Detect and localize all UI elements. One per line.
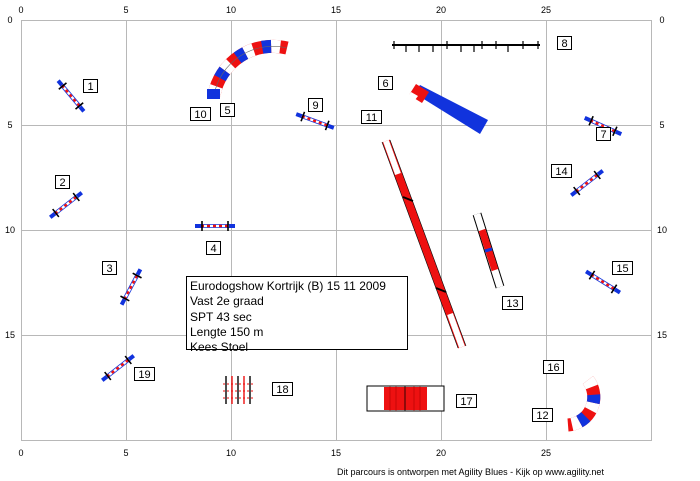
tunnel-5-10 [207, 39, 289, 99]
label-17: 17 [456, 394, 477, 408]
judge-name: Kees Stoel [190, 340, 249, 355]
svg-text:13: 13 [506, 298, 518, 310]
hurdle-9 [292, 107, 338, 135]
svg-text:8: 8 [561, 38, 567, 50]
y-tick-left: 0 [7, 15, 12, 25]
y-tick-left: 10 [5, 225, 15, 235]
svg-text:14: 14 [555, 166, 567, 178]
label-13: 13 [502, 296, 523, 310]
svg-text:19: 19 [138, 369, 150, 381]
svg-text:5: 5 [224, 105, 230, 117]
hurdle-3 [117, 267, 145, 307]
x-tick-top: 25 [541, 5, 551, 15]
label-14: 14 [551, 164, 572, 178]
svg-text:7: 7 [600, 129, 606, 141]
hurdle-4 [193, 219, 237, 233]
dog-walk-11 [381, 139, 467, 349]
label-12: 12 [532, 408, 553, 422]
y-tick-right: 5 [659, 120, 664, 130]
x-tick-top: 20 [436, 5, 446, 15]
event-title: Eurodogshow Kortrijk (B) 15 11 2009 [190, 279, 386, 293]
label-18: 18 [272, 382, 293, 396]
x-tick-bottom: 5 [123, 448, 128, 458]
weave-poles-18 [223, 376, 253, 404]
svg-text:15: 15 [616, 263, 628, 275]
label-8: 8 [557, 36, 572, 50]
label-2: 2 [55, 175, 70, 189]
course-length: Lengte 150 m [190, 324, 264, 339]
x-tick-bottom: 25 [541, 448, 551, 458]
label-1: 1 [83, 79, 98, 93]
label-4: 4 [206, 241, 221, 255]
svg-text:3: 3 [106, 263, 112, 275]
y-tick-right: 0 [659, 15, 664, 25]
svg-text:17: 17 [460, 396, 472, 408]
footer-credit: Dit parcours is ontworpen met Agility Bl… [337, 467, 604, 477]
seesaw-13 [472, 212, 505, 289]
x-tick-top: 15 [331, 5, 341, 15]
svg-text:4: 4 [210, 243, 216, 255]
label-15: 15 [612, 261, 633, 275]
hurdle-19 [97, 349, 139, 387]
label-10: 10 [190, 107, 211, 121]
tunnel-12-16 [567, 376, 601, 432]
x-tick-bottom: 20 [436, 448, 446, 458]
y-tick-left: 15 [5, 330, 15, 340]
x-tick-bottom: 0 [18, 448, 23, 458]
x-tick-top: 5 [123, 5, 128, 15]
x-tick-bottom: 15 [331, 448, 341, 458]
y-tick-right: 10 [657, 225, 667, 235]
tire-tunnel-6 [408, 84, 488, 134]
label-11: 11 [361, 110, 382, 124]
x-tick-top: 10 [226, 5, 236, 15]
obstacle-labels: 1 2 3 4 5 6 7 8 9 10 11 12 13 14 15 16 1… [55, 36, 633, 422]
label-5: 5 [220, 103, 235, 117]
x-tick-bottom: 10 [226, 448, 236, 458]
hurdle-2 [45, 186, 87, 224]
label-7: 7 [596, 127, 611, 141]
svg-text:11: 11 [366, 112, 377, 124]
hurdle-1 [52, 75, 90, 117]
long-jump-8 [392, 41, 540, 52]
svg-text:1: 1 [87, 81, 93, 93]
label-19: 19 [134, 367, 155, 381]
svg-text:2: 2 [59, 177, 65, 189]
svg-text:12: 12 [536, 410, 548, 422]
x-tick-top: 0 [18, 5, 23, 15]
a-frame-17 [366, 385, 445, 412]
label-3: 3 [102, 261, 117, 275]
svg-text:18: 18 [276, 384, 288, 396]
y-tick-left: 5 [7, 120, 12, 130]
axis-ticks: 0 5 10 15 20 25 0 5 10 15 20 25 0 5 10 1… [5, 5, 667, 458]
hurdle-14 [566, 164, 608, 202]
y-tick-right: 15 [657, 330, 667, 340]
svg-text:9: 9 [312, 100, 318, 112]
svg-text:16: 16 [547, 362, 559, 374]
svg-text:10: 10 [194, 109, 206, 121]
label-6: 6 [378, 76, 393, 90]
label-9: 9 [308, 98, 323, 112]
course-info-box: Eurodogshow Kortrijk (B) 15 11 2009 Vast… [186, 276, 408, 354]
class-level: Vast 2e graad [190, 294, 264, 309]
standard-time: SPT 43 sec [190, 309, 252, 324]
grid [21, 20, 652, 441]
svg-text:6: 6 [382, 78, 388, 90]
label-16: 16 [543, 360, 564, 374]
